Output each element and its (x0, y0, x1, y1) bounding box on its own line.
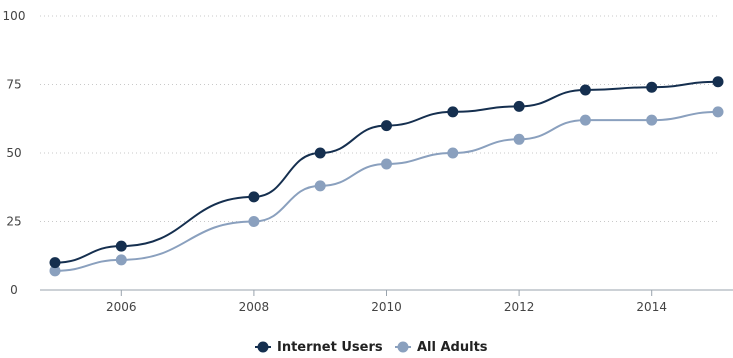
y-tick-label: 100 (3, 9, 26, 23)
y-tick-label: 0 (10, 283, 18, 297)
data-point[interactable] (248, 216, 260, 227)
legend-item-internet-users[interactable]: Internet Users (255, 340, 383, 355)
y-axis: 0 25 50 75 100 (3, 9, 26, 297)
y-tick-label: 25 (6, 215, 21, 229)
data-point[interactable] (646, 81, 658, 93)
data-point[interactable] (447, 147, 459, 159)
y-tick-label: 75 (6, 78, 21, 92)
x-tick-label: 2006 (106, 300, 137, 314)
data-point[interactable] (646, 114, 658, 126)
legend-item-all-adults[interactable]: All Adults (395, 340, 488, 355)
data-point[interactable] (115, 240, 127, 252)
x-axis: 2006 2008 2010 2012 2014 (40, 289, 733, 314)
legend-label: Internet Users (277, 340, 383, 355)
data-point[interactable] (381, 120, 392, 132)
x-tick-label: 2008 (239, 300, 270, 314)
x-tick-label: 2010 (371, 300, 402, 314)
data-point[interactable] (248, 191, 260, 203)
series (49, 76, 724, 277)
series-all-adults (49, 106, 724, 277)
legend-marker-icon (397, 341, 409, 353)
y-tick-label: 50 (6, 146, 21, 160)
legend-marker-icon (257, 341, 269, 353)
legend[interactable]: Internet Users All Adults (255, 340, 488, 355)
data-point[interactable] (513, 133, 525, 145)
data-point[interactable] (712, 106, 724, 118)
data-point[interactable] (447, 106, 459, 118)
series-internet-users (49, 76, 724, 269)
data-point[interactable] (314, 180, 326, 192)
data-point[interactable] (513, 100, 525, 112)
x-tick-label: 2014 (636, 300, 667, 314)
data-point[interactable] (314, 147, 326, 159)
gridlines (40, 15, 718, 222)
data-point[interactable] (49, 265, 61, 277)
data-point[interactable] (49, 257, 61, 269)
data-point[interactable] (712, 76, 724, 88)
data-point[interactable] (381, 158, 392, 170)
legend-label: All Adults (417, 340, 488, 355)
data-point[interactable] (115, 254, 127, 266)
series-line (54, 110, 719, 272)
x-tick-label: 2012 (504, 300, 535, 314)
series-line (54, 80, 719, 264)
data-point[interactable] (579, 84, 591, 96)
data-point[interactable] (579, 114, 591, 126)
